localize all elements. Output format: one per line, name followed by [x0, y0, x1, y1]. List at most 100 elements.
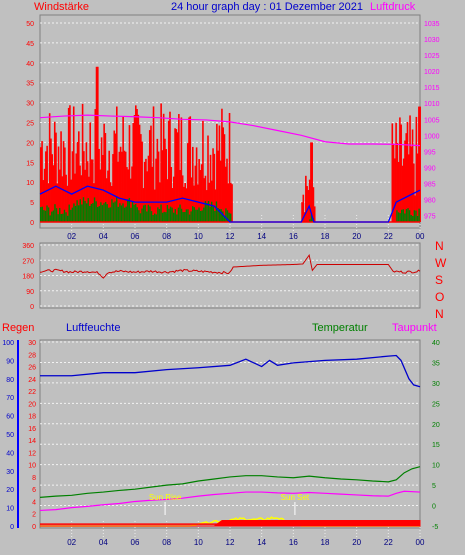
humidity-x-tick-label: 20: [352, 538, 361, 547]
humidity-x-tick-label: 16: [289, 538, 298, 547]
wind-gust-bar: [396, 142, 399, 222]
wind-gust-bar: [223, 134, 226, 222]
humidity-x-tick-label: 22: [384, 538, 393, 547]
wind-x-tick-label: 20: [352, 232, 361, 241]
wind-gust-bar: [208, 182, 211, 222]
wind-gust-bar: [104, 132, 107, 222]
wind-gust-bar: [184, 182, 186, 222]
wind-min-bar: [90, 203, 93, 222]
humidity-x-tick-label: 02: [67, 538, 76, 547]
wind-min-bar: [66, 215, 69, 222]
humidity-tick-label: 12: [28, 450, 36, 457]
rain-tick-label: 80: [6, 377, 14, 384]
rain-tick-label: 10: [6, 506, 14, 513]
wind-gust-bar: [118, 151, 121, 222]
wind-gust-bar: [404, 140, 406, 222]
wind-min-bar: [144, 204, 146, 222]
wind-gust-bar: [402, 158, 405, 222]
wind-gust-bar: [90, 159, 93, 222]
humidity-tick-label: 10: [28, 463, 36, 470]
sun-rise-marker: Sun Rise: [149, 493, 182, 515]
wind-x-tick-label: 16: [289, 232, 298, 241]
wind-min-bar: [169, 206, 172, 222]
wind-min-bar: [142, 205, 145, 222]
wind-gust-bar: [199, 169, 202, 222]
wind-min-bar: [415, 210, 417, 222]
wind-min-bar: [211, 201, 213, 222]
wind-min-bar: [73, 203, 75, 222]
temperature-line: [39, 466, 421, 498]
wind-x-tick-label: 18: [321, 232, 330, 241]
wind-gust-bar: [174, 128, 176, 222]
wind-gust-bar: [193, 185, 195, 222]
wind-gust-bar: [61, 176, 64, 222]
wind-min-bar: [130, 207, 132, 222]
wind-min-bar: [155, 214, 157, 222]
wind-gust-bar: [227, 183, 230, 222]
wind-min-bar: [310, 214, 313, 222]
wind-gust-bar: [416, 153, 419, 222]
wind-min-bar: [117, 206, 119, 222]
wind-gust-bar: [143, 161, 146, 222]
wind-gust-bar: [98, 148, 100, 222]
wind-min-bar: [225, 208, 227, 222]
wind-x-tick-label: 12: [226, 232, 235, 241]
wind-min-bar: [174, 209, 176, 222]
wind-gust-bar: [150, 125, 152, 222]
humidity-tick-label: 6: [32, 487, 36, 494]
wind-gust-bar: [140, 134, 142, 222]
wind-gust-bar: [40, 147, 42, 222]
wind-min-bar: [187, 209, 189, 222]
humidity-tick-label: 2: [32, 512, 36, 519]
wind-min-bar: [176, 214, 178, 222]
wind-gust-bar: [70, 179, 72, 222]
wind-gust-bar: [415, 116, 418, 222]
wind-min-bar: [78, 205, 80, 222]
wind-gust-bar: [188, 117, 190, 222]
wind-gust-bar: [108, 150, 110, 222]
wind-gust-bar: [62, 141, 65, 222]
wind-tick-label: 15: [26, 160, 34, 167]
wind-direction-line: [39, 253, 421, 279]
pressure-tick-label: 1010: [424, 101, 440, 108]
wind-gust-bar: [99, 169, 102, 222]
wind-gust-bar: [209, 154, 212, 222]
wind-min-bar: [157, 207, 159, 222]
wind-min-bar: [203, 207, 205, 222]
wind-gust-bar: [221, 108, 223, 222]
wind-min-bar: [76, 200, 78, 222]
wind-gust-bar: [301, 202, 303, 222]
wind-gust-bar: [169, 111, 171, 222]
rain-tick-label: 60: [6, 414, 14, 421]
rain-tick-label: 40: [6, 450, 14, 457]
wind-min-bar: [57, 214, 59, 222]
wind-min-bar: [120, 205, 123, 222]
wind-gust-bar: [151, 166, 154, 222]
wind-min-bar: [95, 201, 97, 222]
wind-gust-bar: [303, 212, 306, 222]
wind-gust-bar: [147, 155, 150, 222]
wind-gust-bar: [75, 153, 78, 222]
wind-min-bar: [396, 210, 398, 222]
wind-axis-title: Windstärke: [34, 1, 89, 13]
wind-min-bar: [399, 213, 401, 222]
wind-min-bar: [217, 207, 219, 222]
wind-min-bar: [193, 207, 195, 222]
wind-gust-bar: [230, 182, 232, 222]
wind-min-bar: [135, 213, 137, 222]
wind-gust-bar: [231, 184, 233, 222]
wind-gust-bar: [160, 103, 162, 222]
wind-min-bar: [108, 207, 110, 222]
temperature-tick-label: 15: [432, 442, 440, 449]
humidity-x-tick-label: 00: [416, 538, 425, 547]
wind-min-bar: [152, 215, 154, 222]
wind-min-bar: [54, 204, 56, 222]
wind-min-bar: [97, 207, 99, 222]
wind-gust-bar: [155, 158, 157, 222]
wind-min-bar: [204, 201, 207, 222]
wind-x-tick-label: 02: [67, 232, 76, 241]
wind-gust-bar: [116, 106, 118, 222]
wind-min-bar: [103, 203, 105, 222]
wind-min-bar: [74, 205, 77, 222]
rain-tick-label: 100: [2, 340, 14, 347]
